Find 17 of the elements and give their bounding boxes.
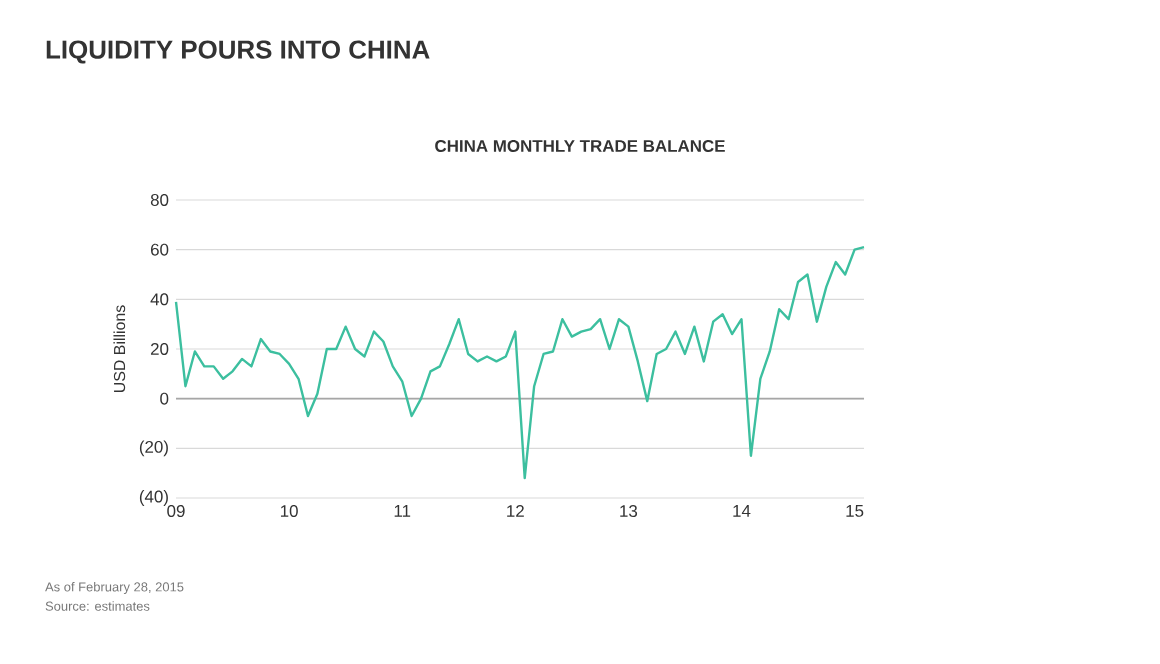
y-tick-label: 80 xyxy=(150,194,169,206)
x-tick-label: 13 xyxy=(620,505,638,518)
y-tick-label: 20 xyxy=(150,343,169,355)
y-tick-label: 60 xyxy=(151,243,169,256)
y-tick-label: 40 xyxy=(150,293,169,306)
x-tick-label: 15 xyxy=(846,505,864,517)
line-series xyxy=(174,245,866,480)
x-tick-label: 11 xyxy=(394,505,411,517)
y-tick-label: (20) xyxy=(139,440,168,457)
y-tick-label: 0 xyxy=(160,392,169,405)
y-tick-label: (40) xyxy=(139,490,168,506)
chart-title: LIQUIDITY POURS INTO CHINA xyxy=(46,40,430,64)
x-tick-label: 09 xyxy=(167,505,185,518)
x-tick-label: 12 xyxy=(507,505,524,517)
x-tick-label: 14 xyxy=(733,505,751,517)
chart-subtitle: CHINA MONTHLY TRADE BALANCE xyxy=(435,140,725,152)
x-tick-label: 10 xyxy=(280,505,298,518)
